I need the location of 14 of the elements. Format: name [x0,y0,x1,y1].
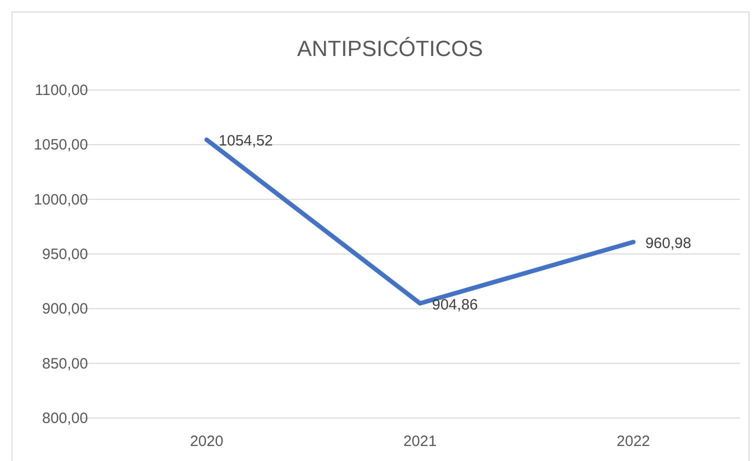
y-tick-label: 950,00 [42,246,88,263]
data-label: 960,98 [645,234,692,252]
data-label: 1054,52 [218,132,273,150]
y-tick-label: 800,00 [42,410,88,427]
x-tick-label: 2022 [616,433,650,450]
x-tick-label: 2020 [190,433,224,450]
y-tick-label: 1000,00 [34,191,88,208]
x-tick-label: 2021 [403,433,437,450]
y-tick-label: 850,00 [42,355,88,372]
data-label: 904,86 [432,296,478,314]
y-tick-label: 1050,00 [34,136,88,154]
chart-title: ANTIPSICÓTICOS [297,36,483,61]
y-tick-label: 900,00 [42,300,88,318]
y-tick-label: 1100,00 [34,82,88,99]
